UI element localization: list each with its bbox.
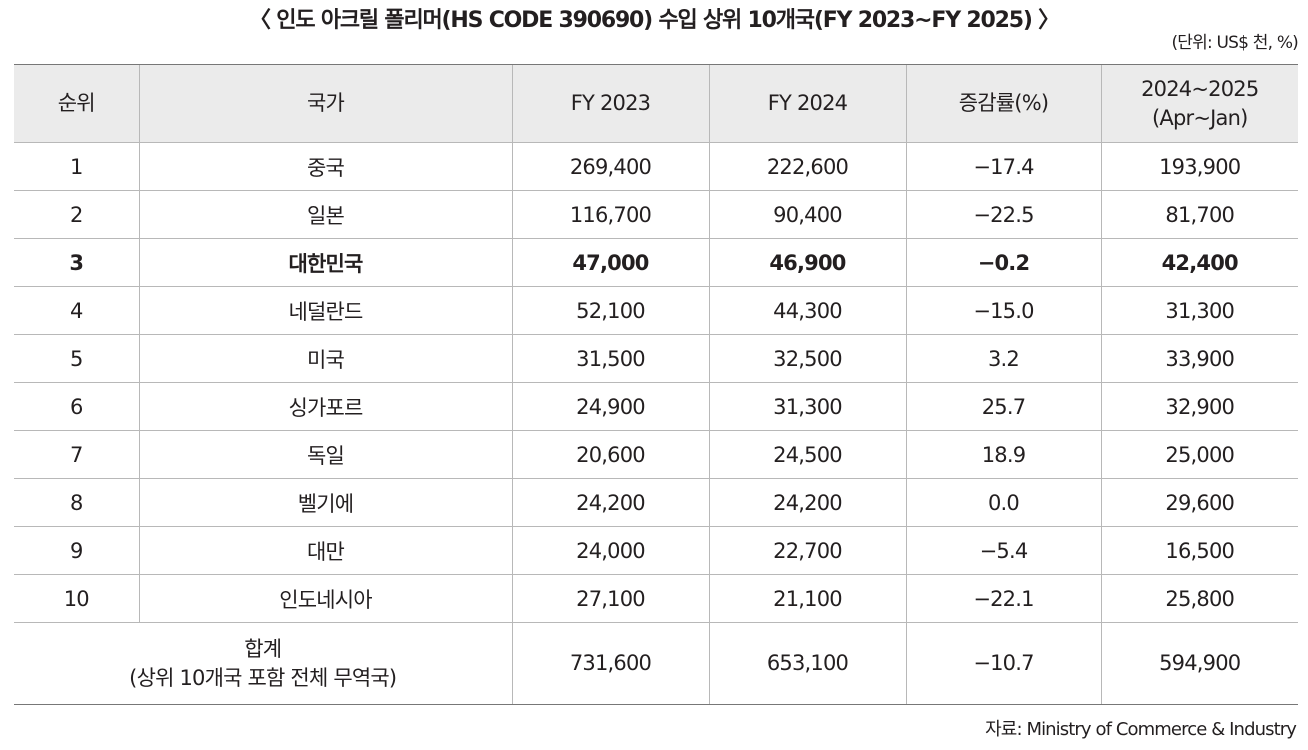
cell-rank: 10 [14,574,139,623]
source-note: 자료: Ministry of Commerce & Industry [985,719,1297,740]
cell-country: 대만 [138,526,512,575]
cell-rank: 8 [14,478,139,527]
cell-rank: 7 [14,430,139,479]
header-country: 국가 [138,64,512,143]
cell-period: 25,000 [1100,430,1298,479]
header-period-line2: (Apr~Jan) [1152,105,1248,130]
total-change: −10.7 [905,622,1101,705]
total-fy2024: 653,100 [708,622,906,705]
cell-change: −17.4 [905,142,1101,191]
header-rank: 순위 [14,64,139,143]
cell-fy2023: 27,100 [511,574,709,623]
total-fy2023: 731,600 [511,622,709,705]
cell-country: 미국 [138,334,512,383]
cell-period: 33,900 [1100,334,1298,383]
cell-fy2023: 269,400 [511,142,709,191]
cell-change: −22.1 [905,574,1101,623]
table-row: 7 독일 20,600 24,500 18.9 25,000 [14,430,1298,479]
cell-period: 29,600 [1100,478,1298,527]
table-row: 6 싱가포르 24,900 31,300 25.7 32,900 [14,382,1298,431]
cell-fy2024: 32,500 [708,334,906,383]
cell-country: 독일 [138,430,512,479]
table-row: 10 인도네시아 27,100 21,100 −22.1 25,800 [14,574,1298,623]
total-label-line1: 합계 [244,636,282,661]
unit-note: (단위: US$ 천, %) [1171,33,1298,53]
total-row: 합계 (상위 10개국 포함 전체 무역국) 731,600 653,100 −… [14,622,1298,705]
cell-fy2024: 24,500 [708,430,906,479]
cell-fy2024: 46,900 [708,238,906,287]
cell-rank: 9 [14,526,139,575]
cell-fy2023: 24,200 [511,478,709,527]
cell-fy2024: 44,300 [708,286,906,335]
page-title: 〈 인도 아크릴 폴리머(HS CODE 390690) 수입 상위 10개국(… [249,8,1060,33]
header-period: 2024~2025 (Apr~Jan) [1100,64,1298,143]
cell-country: 벨기에 [138,478,512,527]
cell-fy2024: 24,200 [708,478,906,527]
cell-fy2023: 116,700 [511,190,709,239]
cell-period: 42,400 [1100,238,1298,287]
import-table: 순위 국가 FY 2023 FY 2024 증감률(%) 2024~2025 (… [14,64,1298,705]
table-row: 1 중국 269,400 222,600 −17.4 193,900 [14,142,1298,191]
cell-change: −15.0 [905,286,1101,335]
cell-fy2023: 52,100 [511,286,709,335]
cell-change: −22.5 [905,190,1101,239]
cell-rank: 5 [14,334,139,383]
cell-fy2024: 22,700 [708,526,906,575]
cell-change: −5.4 [905,526,1101,575]
cell-fy2023: 24,000 [511,526,709,575]
cell-change: −0.2 [905,238,1101,287]
cell-fy2023: 24,900 [511,382,709,431]
cell-change: 18.9 [905,430,1101,479]
cell-period: 193,900 [1100,142,1298,191]
cell-period: 31,300 [1100,286,1298,335]
cell-rank: 6 [14,382,139,431]
table-row: 3 대한민국 47,000 46,900 −0.2 42,400 [14,238,1298,287]
cell-fy2023: 47,000 [511,238,709,287]
cell-fy2024: 31,300 [708,382,906,431]
cell-change: 3.2 [905,334,1101,383]
table-row: 4 네덜란드 52,100 44,300 −15.0 31,300 [14,286,1298,335]
cell-fy2024: 222,600 [708,142,906,191]
cell-fy2023: 20,600 [511,430,709,479]
cell-country: 네덜란드 [138,286,512,335]
table-row: 5 미국 31,500 32,500 3.2 33,900 [14,334,1298,383]
cell-period: 25,800 [1100,574,1298,623]
cell-change: 0.0 [905,478,1101,527]
cell-country: 일본 [138,190,512,239]
cell-period: 81,700 [1100,190,1298,239]
table-header-row: 순위 국가 FY 2023 FY 2024 증감률(%) 2024~2025 (… [14,64,1298,143]
cell-rank: 3 [14,238,139,287]
header-fy2023: FY 2023 [511,64,709,143]
header-fy2024: FY 2024 [708,64,906,143]
total-label-line2: (상위 10개국 포함 전체 무역국) [129,665,397,690]
cell-period: 32,900 [1100,382,1298,431]
total-period: 594,900 [1100,622,1298,705]
cell-period: 16,500 [1100,526,1298,575]
total-label: 합계 (상위 10개국 포함 전체 무역국) [14,622,512,705]
cell-fy2024: 21,100 [708,574,906,623]
table-row: 9 대만 24,000 22,700 −5.4 16,500 [14,526,1298,575]
cell-country: 싱가포르 [138,382,512,431]
cell-rank: 2 [14,190,139,239]
cell-country: 대한민국 [138,238,512,287]
cell-fy2024: 90,400 [708,190,906,239]
cell-country: 인도네시아 [138,574,512,623]
cell-country: 중국 [138,142,512,191]
header-period-line1: 2024~2025 [1141,76,1259,101]
cell-rank: 1 [14,142,139,191]
table-row: 2 일본 116,700 90,400 −22.5 81,700 [14,190,1298,239]
cell-fy2023: 31,500 [511,334,709,383]
table-row: 8 벨기에 24,200 24,200 0.0 29,600 [14,478,1298,527]
header-change: 증감률(%) [905,64,1101,143]
cell-rank: 4 [14,286,139,335]
cell-change: 25.7 [905,382,1101,431]
